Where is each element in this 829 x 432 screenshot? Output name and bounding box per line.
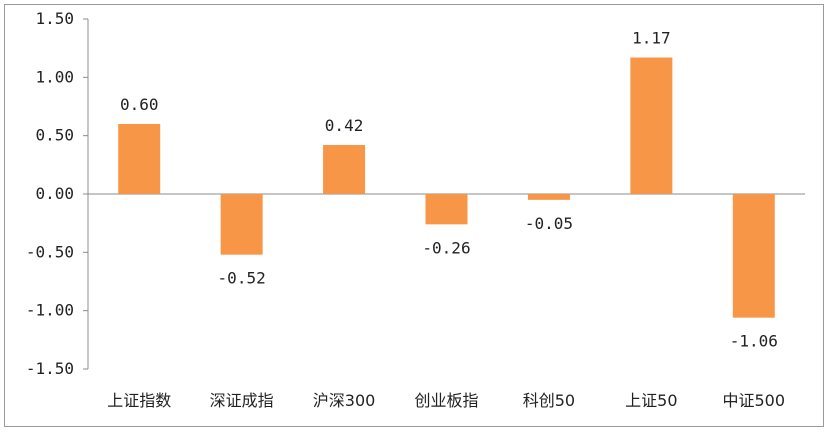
category-label: 科创50 [523, 391, 575, 410]
label-layer: 1.50 1.00 0.50 0.00 -0.50 -1.00 -1.50 0.60 上证指数 -… [26, 9, 785, 410]
category-label: 上证50 [625, 391, 677, 410]
bar [732, 194, 775, 318]
category-label: 上证指数 [107, 391, 171, 410]
data-label: 0.60 [120, 95, 159, 114]
category-label: 中证500 [723, 391, 786, 410]
bar [323, 145, 366, 194]
y-tick-label: 0.00 [35, 184, 74, 203]
bar [630, 57, 673, 194]
y-tick-label: 0.50 [35, 126, 74, 145]
data-label: -1.06 [730, 332, 778, 351]
data-label: 1.17 [632, 29, 671, 48]
category-label: 深证成指 [210, 391, 274, 410]
bar [425, 194, 468, 225]
bar [527, 194, 570, 200]
data-label: -0.26 [422, 238, 470, 257]
category-label: 创业板指 [414, 391, 478, 410]
y-tick-label: 1.50 [35, 9, 74, 28]
bar [118, 124, 161, 194]
data-label: -0.05 [525, 214, 573, 233]
data-label: 0.42 [325, 116, 364, 135]
data-label: -0.52 [218, 269, 266, 288]
y-tick-label: 1.00 [35, 67, 74, 86]
bar-layer [118, 57, 775, 318]
bar [220, 194, 263, 255]
chart-frame [4, 4, 824, 427]
category-label: 沪深300 [313, 391, 376, 410]
y-tick-label: -0.50 [26, 242, 74, 261]
y-tick-label: -1.50 [26, 359, 74, 378]
y-tick-label: -1.00 [26, 301, 74, 320]
